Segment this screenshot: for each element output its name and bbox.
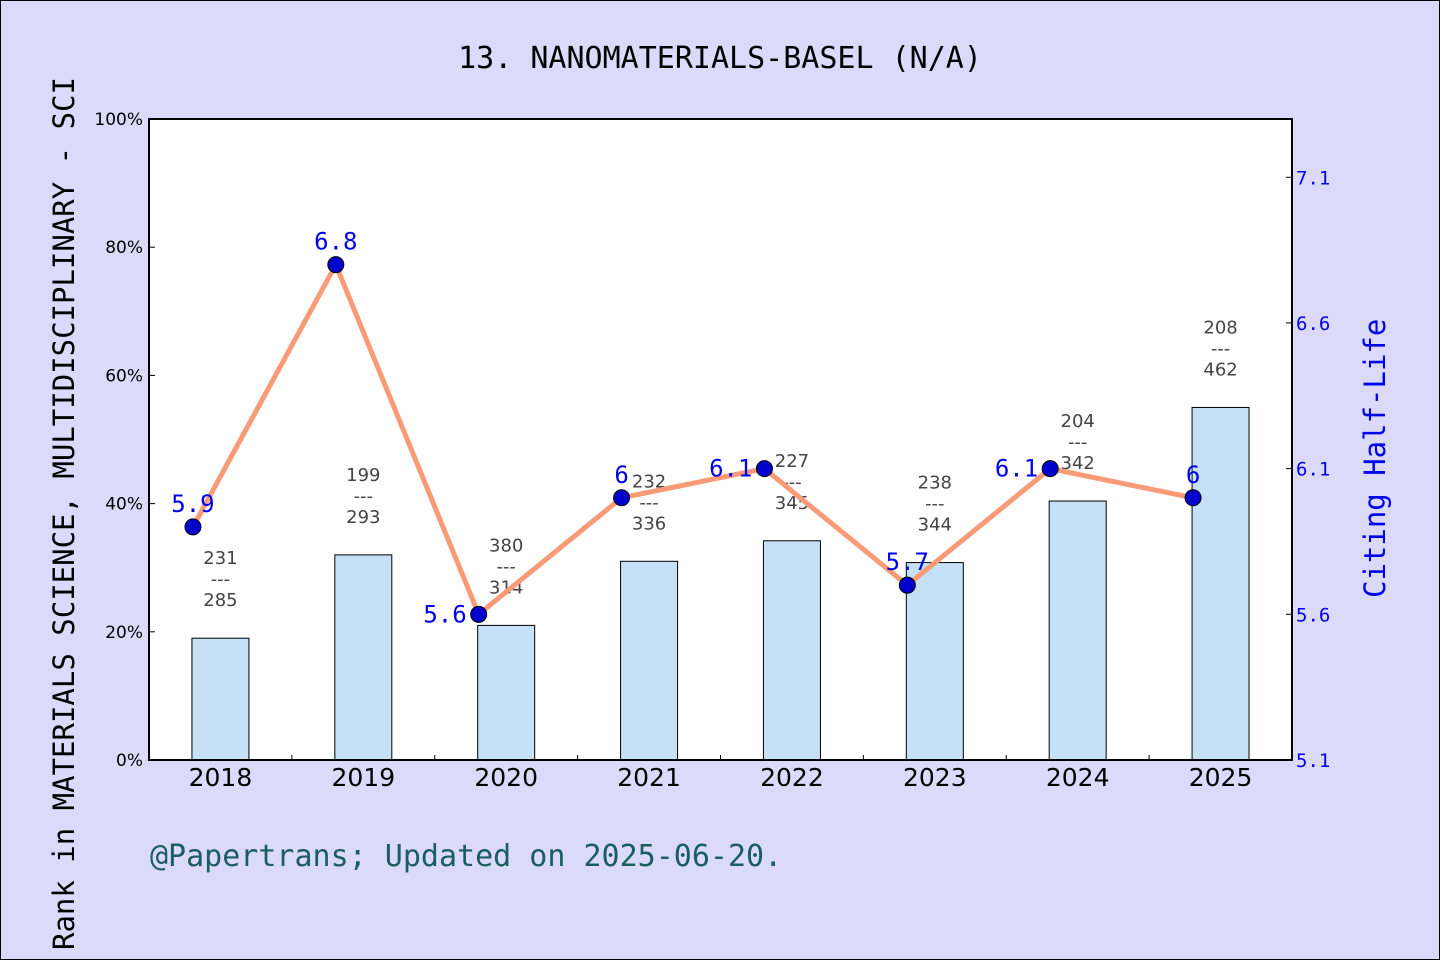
y2-tick-label: 6.6 bbox=[1296, 313, 1330, 335]
x-tick-label: 2023 bbox=[903, 763, 967, 792]
bar-2025 bbox=[1191, 406, 1250, 761]
y-tick-label: 60% bbox=[105, 366, 143, 386]
plot-area bbox=[149, 119, 1292, 760]
x-tick-label: 2018 bbox=[189, 763, 253, 792]
bar-2024 bbox=[1048, 500, 1107, 761]
x-tick-label: 2019 bbox=[332, 763, 396, 792]
bar-total-label: 342 bbox=[1061, 453, 1095, 474]
x-tick-label: 2025 bbox=[1189, 763, 1253, 792]
half-life-point-2025 bbox=[1184, 489, 1202, 507]
half-life-label: 6 bbox=[614, 461, 628, 489]
half-life-label: 6.1 bbox=[995, 455, 1038, 483]
y2-axis-label: Citing Half-Life bbox=[1358, 319, 1392, 598]
half-life-label: 6 bbox=[1186, 461, 1200, 489]
bar-rank-divider: --- bbox=[1068, 432, 1088, 453]
bar-rank-label: 380 bbox=[489, 535, 523, 556]
bar-2020 bbox=[477, 624, 536, 761]
bar-rank-divider: --- bbox=[496, 556, 516, 577]
bar-total-label: 293 bbox=[346, 507, 380, 528]
half-life-label: 6.1 bbox=[709, 455, 752, 483]
bar-rank-divider: --- bbox=[925, 494, 945, 515]
y2-tick-label: 6.1 bbox=[1296, 459, 1330, 481]
y-tick-label: 0% bbox=[116, 751, 143, 771]
half-life-point-2022 bbox=[755, 460, 773, 478]
bar-total-label: 336 bbox=[632, 513, 666, 534]
bar-total-label: 344 bbox=[918, 515, 952, 536]
bar-rank-label: 231 bbox=[203, 548, 237, 569]
half-life-point-2018 bbox=[184, 518, 202, 536]
y-axis-label: Rank in MATERIALS SCIENCE, MULTIDISCIPLI… bbox=[47, 77, 81, 950]
half-life-label: 5.7 bbox=[886, 548, 929, 576]
bar-rank-divider: --- bbox=[211, 569, 231, 590]
chart-title: 13. NANOMATERIALS-BASEL (N/A) bbox=[458, 41, 982, 76]
bar-total-label: 462 bbox=[1203, 359, 1237, 380]
y2-tick-label: 5.6 bbox=[1296, 604, 1330, 626]
bar-rank-divider: --- bbox=[1211, 338, 1231, 359]
bar-2019 bbox=[334, 554, 393, 761]
y-tick-label: 100% bbox=[94, 110, 143, 130]
y-tick-label: 20% bbox=[105, 623, 143, 643]
y2-tick-label: 7.1 bbox=[1296, 167, 1330, 189]
bar-rank-label: 238 bbox=[918, 473, 952, 494]
x-tick-label: 2020 bbox=[474, 763, 538, 792]
bar-rank-label: 232 bbox=[632, 471, 666, 492]
bar-rank-label: 208 bbox=[1203, 317, 1237, 338]
y-tick-label: 40% bbox=[105, 495, 143, 515]
half-life-point-2019 bbox=[327, 256, 345, 274]
bar-rank-label: 199 bbox=[346, 465, 380, 486]
footer-credit: @Papertrans; Updated on 2025-06-20. bbox=[150, 839, 782, 874]
bar-total-label: 285 bbox=[203, 590, 237, 611]
x-tick-label: 2022 bbox=[760, 763, 824, 792]
half-life-line bbox=[190, 262, 1194, 617]
y-tick-label: 80% bbox=[105, 238, 143, 258]
bar-rank-label: 227 bbox=[775, 451, 809, 472]
half-life-label: 5.9 bbox=[171, 490, 214, 518]
bar-rank-divider: --- bbox=[639, 492, 659, 513]
half-life-point-2020 bbox=[470, 605, 488, 623]
y2-tick-label: 5.1 bbox=[1296, 750, 1330, 772]
bar-2022 bbox=[762, 540, 821, 761]
half-life-label: 6.8 bbox=[314, 228, 357, 256]
x-tick-label: 2021 bbox=[617, 763, 681, 792]
bar-2023 bbox=[905, 562, 964, 761]
half-life-point-2023 bbox=[898, 576, 916, 594]
bar-rank-label: 204 bbox=[1061, 411, 1095, 432]
half-life-point-2021 bbox=[613, 489, 631, 507]
bar-rank-divider: --- bbox=[354, 486, 374, 507]
half-life-label: 5.6 bbox=[423, 600, 466, 628]
x-tick-label: 2024 bbox=[1046, 763, 1110, 792]
half-life-point-2024 bbox=[1041, 460, 1059, 478]
bar-2018 bbox=[191, 637, 250, 761]
bar-2021 bbox=[620, 560, 679, 761]
